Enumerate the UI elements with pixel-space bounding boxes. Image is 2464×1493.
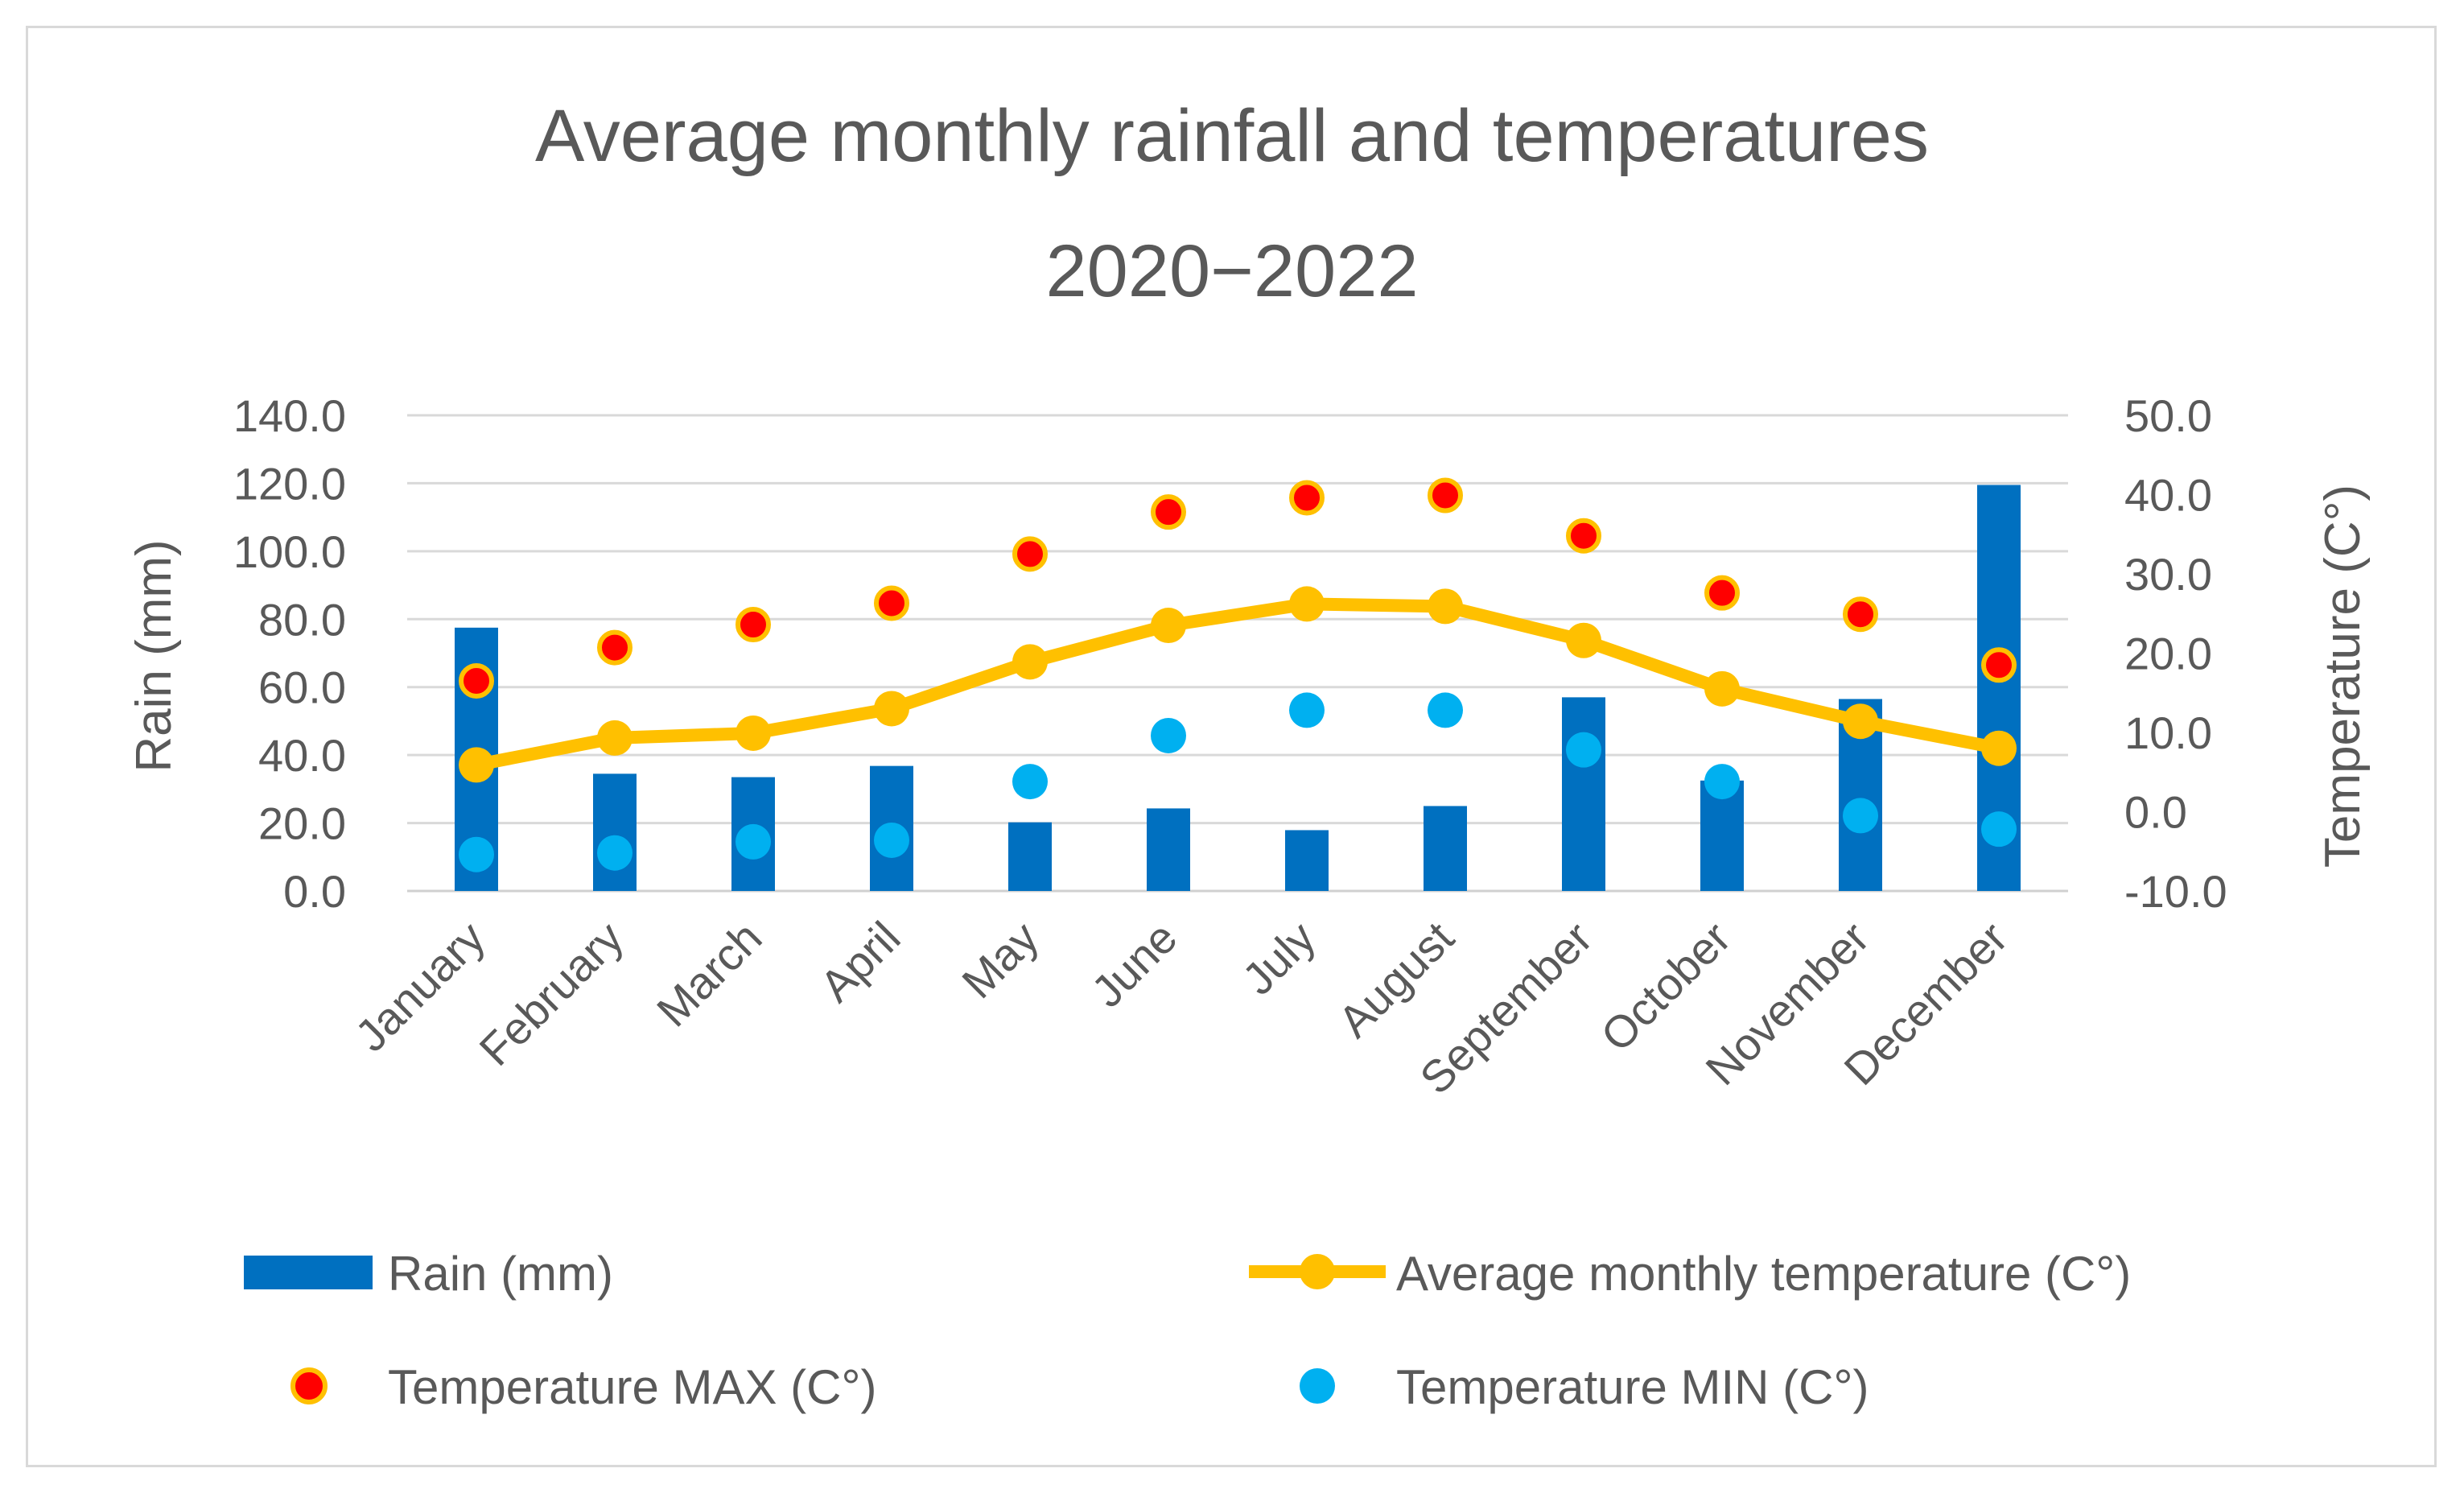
- chart-frame: [26, 26, 2437, 1467]
- y-tick-label: 120.0: [233, 458, 346, 509]
- legend-max-label: Temperature MAX (C°): [388, 1360, 876, 1414]
- legend-avg-label: Average monthly temperature (C°): [1396, 1247, 2131, 1301]
- x-tick-label: February: [469, 912, 632, 1075]
- legend-max-swatch: [290, 1367, 328, 1404]
- rain-bar: [1562, 697, 1605, 891]
- legend-rain-label: Rain (mm): [388, 1247, 613, 1301]
- min-temp-point: [1843, 798, 1878, 834]
- chart-title: Average monthly rainfall and temperature…: [535, 95, 1929, 177]
- rain-bar: [1147, 808, 1190, 891]
- x-tick-label: August: [1329, 912, 1464, 1047]
- legend-avg-swatch-marker: [1300, 1254, 1335, 1289]
- y-axis-left: 0.0 20.0 40.0 60.0 80.0 100.0 120.0 140.0: [233, 390, 346, 917]
- y-tick-label: 0.0: [283, 866, 346, 917]
- min-temp-point: [1151, 717, 1186, 753]
- rain-bar: [1008, 822, 1052, 891]
- gridlines: [407, 414, 2068, 893]
- min-temp-point: [597, 835, 632, 871]
- avg-temp-polyline: [470, 597, 2005, 772]
- avg-temp-point: [1704, 670, 1740, 707]
- max-temp-point: [874, 585, 909, 621]
- y2-tick-label: 20.0: [2124, 629, 2212, 679]
- avg-temp-point: [459, 747, 494, 783]
- legend-min-swatch: [1300, 1368, 1335, 1404]
- max-temp-point: [1151, 494, 1186, 530]
- min-temp-point: [1012, 764, 1048, 800]
- y2-axis-title: Temperature (C°): [2315, 485, 2371, 868]
- y2-tick-label: 40.0: [2124, 470, 2212, 521]
- y-tick-label: 40.0: [258, 730, 346, 781]
- rain-bar: [1424, 806, 1467, 891]
- min-temp-point: [1289, 692, 1325, 728]
- x-tick-label: June: [1082, 912, 1186, 1017]
- y2-tick-label: 0.0: [2124, 787, 2187, 838]
- y2-tick-label: 30.0: [2124, 549, 2212, 600]
- max-temp-point: [1566, 518, 1601, 554]
- legend-min-label: Temperature MIN (C°): [1396, 1360, 1869, 1414]
- max-temp-point: [1981, 647, 2017, 683]
- min-temp-point: [735, 823, 771, 860]
- chart-subtitle: 2020−2022: [1045, 230, 1418, 312]
- max-temp-point: [1012, 536, 1048, 572]
- min-temp-point: [1566, 732, 1601, 768]
- temp-markers: [459, 477, 2017, 872]
- avg-temp-line: [459, 586, 2017, 783]
- max-temp-point: [735, 607, 771, 643]
- y-tick-label: 140.0: [233, 390, 346, 441]
- avg-temp-point: [1843, 703, 1878, 740]
- y2-tick-label: -10.0: [2124, 866, 2227, 917]
- max-temp-point: [1843, 596, 1878, 633]
- avg-temp-point: [1566, 622, 1601, 658]
- y-axis-title: Rain (mm): [126, 539, 182, 772]
- y-tick-label: 80.0: [258, 594, 346, 645]
- y2-tick-label: 50.0: [2124, 390, 2212, 441]
- avg-temp-point: [597, 720, 632, 756]
- min-temp-point: [874, 822, 909, 858]
- max-temp-point: [1704, 575, 1740, 611]
- x-tick-label: March: [647, 912, 772, 1037]
- max-temp-point: [597, 629, 632, 666]
- rain-bar: [593, 773, 637, 891]
- y-tick-label: 100.0: [233, 526, 346, 577]
- avg-temp-point: [874, 691, 909, 727]
- min-temp-point: [1704, 764, 1740, 800]
- legend-rain-swatch: [244, 1256, 373, 1289]
- x-tick-label: April: [810, 912, 910, 1012]
- avg-temp-point: [1289, 586, 1325, 622]
- min-temp-point: [459, 836, 494, 872]
- min-temp-point: [1428, 692, 1463, 728]
- legend: Rain (mm) Average monthly temperature (C…: [244, 1247, 2131, 1414]
- avg-temp-point: [1012, 644, 1048, 680]
- avg-temp-point: [735, 715, 771, 751]
- max-temp-point: [459, 662, 494, 699]
- rain-bar: [1285, 830, 1329, 891]
- min-temp-point: [1981, 811, 2017, 848]
- y-axis-right: -10.0 0.0 10.0 20.0 30.0 40.0 50.0: [2124, 390, 2227, 917]
- x-tick-label: July: [1233, 912, 1325, 1004]
- avg-temp-point: [1981, 730, 2017, 766]
- max-temp-point: [1289, 480, 1325, 516]
- avg-temp-point: [1151, 608, 1186, 644]
- y-tick-label: 20.0: [258, 798, 346, 849]
- avg-temp-point: [1428, 588, 1463, 625]
- x-tick-label: May: [952, 912, 1048, 1008]
- y2-tick-label: 10.0: [2124, 707, 2212, 758]
- max-temp-point: [1428, 477, 1463, 513]
- y-tick-label: 60.0: [258, 662, 346, 713]
